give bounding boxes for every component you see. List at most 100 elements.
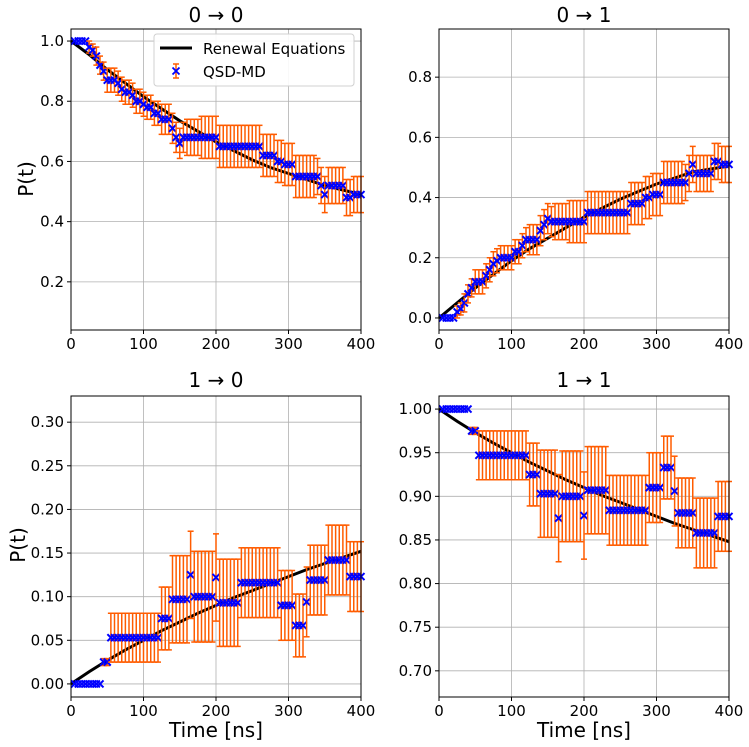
qsd-md-point	[273, 547, 282, 619]
x-marker	[81, 36, 90, 46]
legend-errorbar-swatch	[171, 63, 181, 79]
x-marker	[320, 575, 329, 585]
y-tick-label: 0.00	[31, 675, 64, 693]
qsd-md-point	[171, 121, 181, 154]
y-tick-label: 0.6	[40, 152, 64, 170]
x-marker	[298, 621, 308, 630]
x-marker	[521, 451, 531, 460]
x-marker	[287, 601, 297, 610]
x-marker	[471, 426, 480, 436]
y-tick-label: 0.75	[399, 618, 432, 636]
qsd-md-point	[623, 190, 632, 235]
x-marker	[211, 573, 221, 582]
y-tick-label: 0.2	[40, 273, 64, 291]
x-marker	[485, 265, 494, 275]
x-tick-label: 100	[129, 702, 158, 720]
x-marker	[113, 78, 123, 88]
panel-title: 0 → 1	[557, 3, 612, 27]
qsd-md-point	[320, 175, 329, 214]
qsd-md-point	[507, 244, 516, 271]
x-marker	[208, 592, 217, 601]
x-marker	[342, 555, 351, 565]
qsd-md-point	[95, 679, 105, 689]
x-tick-label: 100	[497, 335, 526, 353]
y-axis-title: P(t)	[14, 161, 38, 197]
x-marker	[320, 190, 329, 199]
y-tick-label: 0.70	[399, 662, 432, 680]
qsd-md-point	[677, 160, 687, 205]
qsd-md-point	[670, 455, 679, 527]
x-marker	[153, 109, 163, 118]
qsd-md-point	[695, 497, 705, 569]
qsd-md-point	[554, 473, 563, 563]
qsd-md-point	[547, 205, 556, 238]
qsd-md-point	[463, 404, 473, 414]
y-tick-label: 0.85	[399, 531, 432, 549]
x-tick-label: 100	[129, 335, 158, 353]
qsd-md-point	[449, 313, 458, 323]
qsd-md-point	[550, 449, 560, 539]
x-marker	[255, 142, 264, 151]
x-marker	[164, 115, 174, 124]
x-marker	[338, 181, 348, 190]
qsd-md-point	[113, 70, 123, 96]
x-marker	[302, 597, 311, 607]
y-tick-label: 0.05	[31, 631, 64, 649]
panel-title: 0 → 0	[189, 3, 244, 27]
x-marker	[146, 103, 155, 112]
qsd-md-point	[579, 471, 589, 560]
qsd-md-point	[164, 586, 174, 651]
x-marker	[514, 247, 523, 256]
x-marker	[171, 133, 181, 142]
x-marker	[463, 404, 473, 414]
x-marker	[532, 235, 542, 244]
x-tick-label: 300	[642, 702, 671, 720]
qsd-md-point	[164, 103, 174, 136]
x-marker	[186, 570, 195, 580]
x-marker	[103, 657, 112, 667]
qsd-md-point	[208, 550, 217, 643]
qsd-md-point	[536, 214, 545, 247]
x-tick-label: 0	[66, 335, 76, 353]
x-marker	[287, 160, 297, 169]
x-marker	[666, 463, 676, 472]
y-tick-label: 0.95	[399, 444, 432, 462]
x-marker	[175, 139, 184, 148]
legend-data-label: QSD-MD	[203, 63, 266, 81]
x-marker	[710, 528, 719, 538]
x-marker	[579, 217, 589, 226]
x-marker	[273, 578, 282, 587]
qsd-md-point	[532, 442, 542, 507]
x-marker	[688, 160, 697, 169]
x-marker	[478, 277, 487, 287]
x-marker	[95, 679, 105, 689]
y-tick-label: 0.15	[31, 544, 64, 562]
x-marker	[641, 506, 650, 515]
x-tick-label: 200	[570, 335, 599, 353]
qsd-md-point	[641, 474, 650, 546]
qsd-md-point	[514, 238, 523, 265]
qsd-md-point	[518, 232, 527, 259]
x-marker	[706, 169, 716, 178]
qsd-md-point	[481, 263, 491, 289]
x-tick-label: 100	[497, 702, 526, 720]
x-axis-title: Time [ns]	[536, 718, 631, 742]
y-tick-label: 0.8	[408, 68, 432, 86]
x-tick-label: 0	[434, 702, 444, 720]
x-axis-title: Time [ns]	[168, 718, 263, 742]
x-marker	[233, 598, 242, 607]
x-marker	[449, 313, 458, 323]
qsd-md-point	[81, 36, 90, 46]
qsd-md-point	[579, 199, 589, 244]
x-tick-label: 200	[202, 702, 231, 720]
x-marker	[532, 470, 542, 479]
x-marker	[655, 190, 665, 199]
y-tick-label: 0.2	[408, 249, 432, 267]
x-marker	[518, 241, 527, 250]
qsd-md-point	[532, 223, 542, 256]
x-marker	[623, 208, 632, 217]
qsd-md-point	[338, 166, 348, 205]
y-tick-label: 0.8	[40, 92, 64, 110]
x-marker	[153, 633, 163, 642]
y-tick-label: 1.00	[399, 400, 432, 418]
